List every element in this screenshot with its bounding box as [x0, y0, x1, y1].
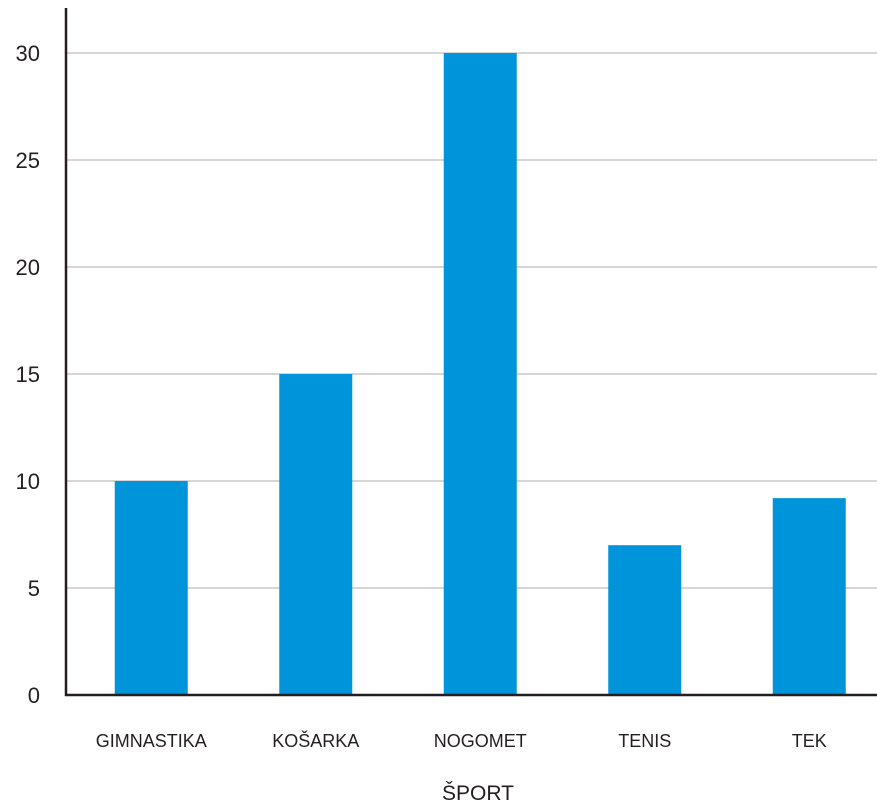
y-tick-label-20: 20 [16, 255, 40, 280]
labels: 0 5 10 15 20 25 30 GIMNASTIKA KOŠARKA NOGOMET TENI… [16, 41, 827, 751]
bars [114, 53, 846, 695]
x-tick-label-tenis: TENIS [618, 731, 671, 751]
x-tick-label-tek: TEK [792, 731, 827, 751]
y-tick-label-10: 10 [16, 469, 40, 494]
y-tick-label-5: 5 [28, 576, 40, 601]
y-tick-label-0: 0 [28, 683, 40, 708]
bar-gimnastika [114, 481, 188, 695]
y-tick-label-30: 30 [16, 41, 40, 66]
y-tick-label-25: 25 [16, 148, 40, 173]
x-tick-label-košarka: KOŠARKA [272, 730, 359, 751]
y-tick-label-15: 15 [16, 362, 40, 387]
bar-košarka [279, 374, 353, 695]
bar-tek [772, 498, 846, 695]
bar-nogomet [443, 53, 517, 695]
x-axis-title: ŠPORT [442, 782, 514, 805]
x-tick-label-gimnastika: GIMNASTIKA [96, 731, 207, 751]
bar-tenis [608, 545, 682, 695]
x-tick-label-nogomet: NOGOMET [434, 731, 527, 751]
axes [64, 8, 877, 697]
